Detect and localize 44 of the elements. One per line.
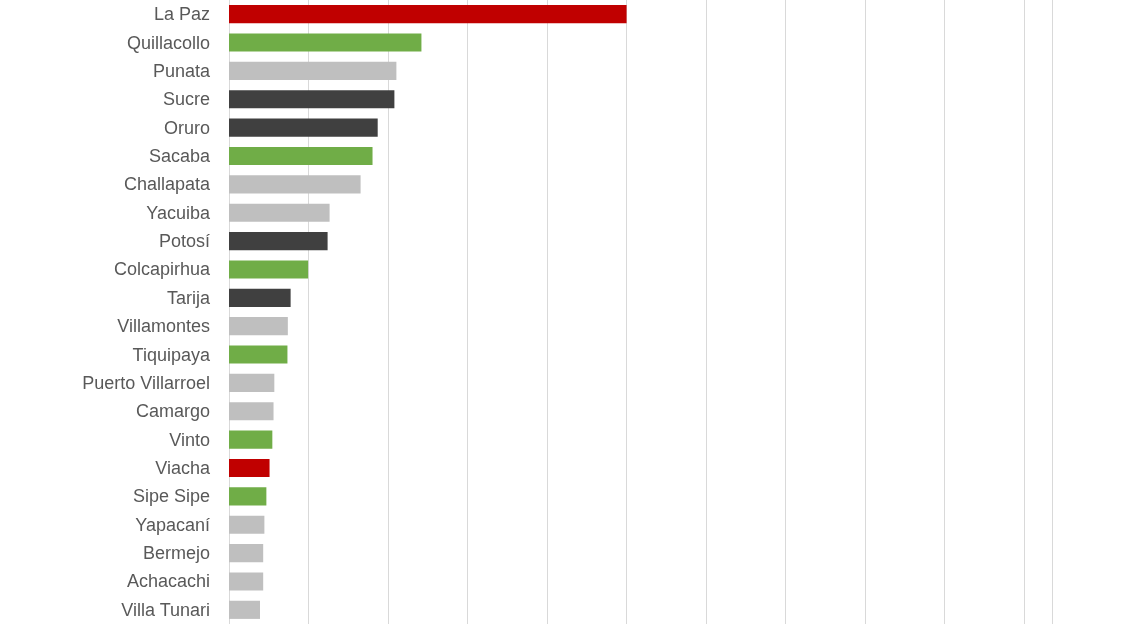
y-tick-label: Vinto [169,429,210,450]
y-tick-label: Sipe Sipe [132,486,210,507]
bar [229,146,373,166]
y-tick-label: Sacaba [148,146,211,166]
y-tick-label: La Paz [153,4,210,25]
bar [229,373,275,392]
bar [229,90,395,109]
bar [229,5,627,24]
y-tick-label: Quillacollo [126,32,210,53]
bar [229,260,309,279]
y-tick-label: Camargo [135,401,210,422]
y-tick-label: Punata [152,60,211,81]
bar [229,600,261,619]
y-tick-label: Villamontes [117,316,210,337]
bar [229,317,288,336]
y-tick-label: Yacuiba [146,202,211,223]
bar [229,430,273,449]
y-tick-label: Colcapirhua [113,259,211,280]
y-tick-label: Yapacaní [135,514,210,535]
bar [229,572,264,591]
y-tick-label: Tiquipaya [132,344,211,365]
y-tick-label: Potosí [158,231,210,252]
y-tick-label: Viacha [155,458,211,478]
bar [229,402,274,421]
bar [229,458,270,478]
bar [229,544,264,563]
bar [229,232,328,251]
bar [229,118,378,137]
y-tick-label: Oruro [163,117,210,138]
bar [229,515,265,534]
y-tick-label: Challapata [123,174,211,195]
bar [229,288,291,307]
bar [229,61,397,80]
bar [229,33,422,52]
bar [229,487,267,506]
y-tick-label: Villa Tunari [121,599,210,620]
y-tick-label: Bermejo [142,543,210,564]
bar [229,175,361,194]
y-tick-label: Sucre [162,89,210,110]
y-tick-label: Tarija [166,287,211,308]
bar [229,203,330,222]
y-tick-label: Puerto Villarroel [82,372,210,393]
bar [229,345,288,364]
y-tick-label: Achacachi [126,571,210,592]
